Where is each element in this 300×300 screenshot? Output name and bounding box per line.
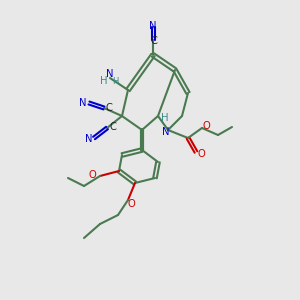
Text: H: H: [161, 113, 169, 123]
Text: N: N: [85, 134, 92, 144]
Text: O: O: [197, 149, 205, 159]
Text: C: C: [151, 36, 158, 46]
Text: N: N: [106, 69, 114, 79]
Text: N: N: [162, 127, 170, 137]
Text: O: O: [88, 170, 96, 180]
Text: H: H: [100, 76, 108, 86]
Text: N: N: [149, 21, 157, 31]
Text: O: O: [202, 121, 210, 131]
Text: N: N: [80, 98, 87, 108]
Text: C: C: [109, 122, 116, 132]
Text: O: O: [127, 199, 135, 209]
Text: H: H: [112, 77, 118, 86]
Text: C: C: [106, 103, 113, 113]
